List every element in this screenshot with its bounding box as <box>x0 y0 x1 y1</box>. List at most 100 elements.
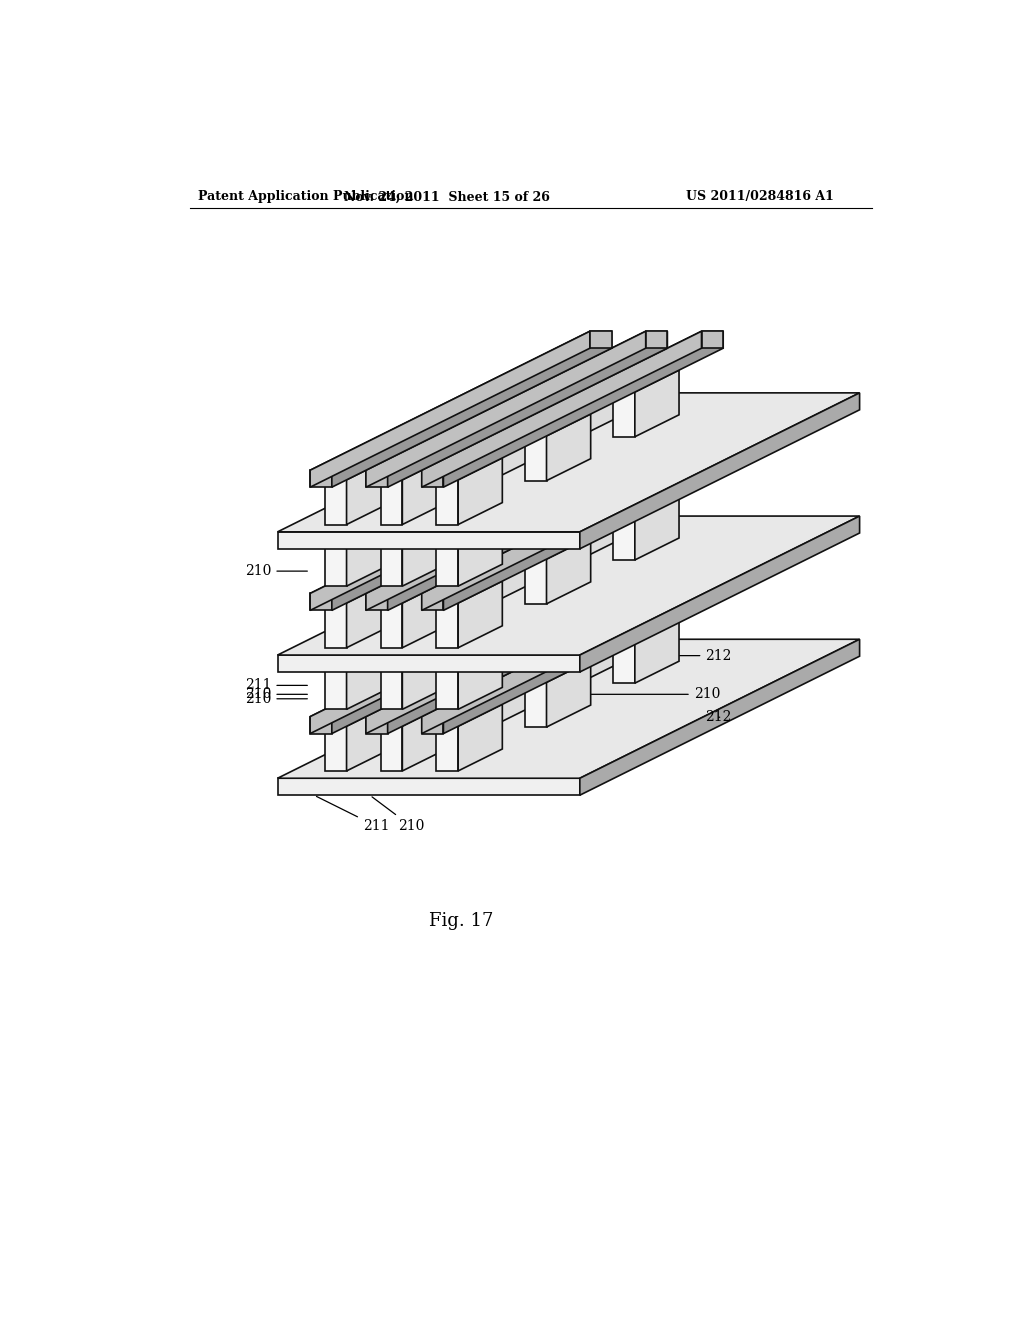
Polygon shape <box>402 581 446 648</box>
Polygon shape <box>346 520 391 586</box>
Polygon shape <box>579 494 624 560</box>
Polygon shape <box>469 498 490 543</box>
Polygon shape <box>557 432 624 454</box>
Polygon shape <box>436 458 503 480</box>
Polygon shape <box>469 414 535 436</box>
Polygon shape <box>613 616 679 639</box>
Polygon shape <box>557 639 579 684</box>
Polygon shape <box>381 480 402 524</box>
Polygon shape <box>325 520 391 541</box>
Polygon shape <box>469 436 490 480</box>
Polygon shape <box>635 554 679 622</box>
Polygon shape <box>414 599 479 620</box>
Polygon shape <box>458 705 503 771</box>
Polygon shape <box>613 639 635 684</box>
Polygon shape <box>557 515 579 560</box>
Polygon shape <box>435 475 479 543</box>
Polygon shape <box>278 655 580 672</box>
Text: 212: 212 <box>586 525 732 540</box>
Polygon shape <box>414 537 479 560</box>
Polygon shape <box>701 331 723 348</box>
Polygon shape <box>381 643 446 665</box>
Polygon shape <box>490 475 535 543</box>
Polygon shape <box>366 454 646 610</box>
Polygon shape <box>366 331 668 470</box>
Polygon shape <box>278 516 859 655</box>
Text: 210: 210 <box>372 797 424 833</box>
Polygon shape <box>422 594 443 610</box>
Polygon shape <box>436 520 503 541</box>
Polygon shape <box>646 331 668 348</box>
Polygon shape <box>346 458 391 524</box>
Polygon shape <box>557 554 624 577</box>
Polygon shape <box>613 515 635 560</box>
Polygon shape <box>366 594 388 610</box>
Polygon shape <box>366 578 668 717</box>
Polygon shape <box>414 436 435 480</box>
Polygon shape <box>646 454 668 471</box>
Polygon shape <box>613 454 635 499</box>
Polygon shape <box>524 475 591 498</box>
Text: 210: 210 <box>446 688 720 701</box>
Polygon shape <box>310 578 611 717</box>
Polygon shape <box>458 643 503 709</box>
Polygon shape <box>436 581 503 603</box>
Polygon shape <box>523 616 567 684</box>
Polygon shape <box>580 393 859 549</box>
Polygon shape <box>436 726 458 771</box>
Text: 210: 210 <box>245 692 307 706</box>
Polygon shape <box>524 660 591 682</box>
Text: 212: 212 <box>586 403 732 416</box>
Polygon shape <box>502 370 567 392</box>
Polygon shape <box>278 532 580 549</box>
Polygon shape <box>381 726 402 771</box>
Polygon shape <box>310 578 590 734</box>
Text: 211: 211 <box>316 796 389 833</box>
Polygon shape <box>635 370 679 437</box>
Text: 210: 210 <box>519 502 546 548</box>
Polygon shape <box>524 498 547 543</box>
Polygon shape <box>422 578 701 734</box>
Polygon shape <box>635 616 679 684</box>
Polygon shape <box>436 541 458 586</box>
Polygon shape <box>435 599 479 665</box>
Polygon shape <box>332 578 611 734</box>
Text: Patent Application Publication: Patent Application Publication <box>198 190 414 203</box>
Polygon shape <box>388 454 668 610</box>
Polygon shape <box>580 516 859 672</box>
Polygon shape <box>402 458 446 524</box>
Polygon shape <box>490 414 535 480</box>
Polygon shape <box>278 393 859 532</box>
Polygon shape <box>366 470 388 487</box>
Polygon shape <box>310 717 332 734</box>
Polygon shape <box>422 470 443 487</box>
Polygon shape <box>547 660 591 727</box>
Polygon shape <box>502 554 567 577</box>
Polygon shape <box>325 541 346 586</box>
Polygon shape <box>502 515 523 560</box>
Polygon shape <box>435 414 479 480</box>
Polygon shape <box>346 705 391 771</box>
Polygon shape <box>469 599 535 620</box>
Polygon shape <box>278 639 859 779</box>
Polygon shape <box>469 682 490 727</box>
Polygon shape <box>701 454 723 471</box>
Polygon shape <box>524 682 547 727</box>
Polygon shape <box>557 494 624 515</box>
Polygon shape <box>524 599 591 620</box>
Polygon shape <box>580 639 859 795</box>
Text: 210: 210 <box>446 688 522 701</box>
Text: 210: 210 <box>245 688 307 701</box>
Polygon shape <box>325 458 391 480</box>
Text: 211: 211 <box>446 595 608 609</box>
Text: Nov. 24, 2011  Sheet 15 of 26: Nov. 24, 2011 Sheet 15 of 26 <box>344 190 550 203</box>
Polygon shape <box>579 370 624 437</box>
Polygon shape <box>613 554 679 577</box>
Polygon shape <box>523 554 567 622</box>
Polygon shape <box>524 436 547 480</box>
Polygon shape <box>523 432 567 499</box>
Polygon shape <box>502 616 567 639</box>
Polygon shape <box>402 520 446 586</box>
Polygon shape <box>524 537 591 560</box>
Polygon shape <box>366 331 646 487</box>
